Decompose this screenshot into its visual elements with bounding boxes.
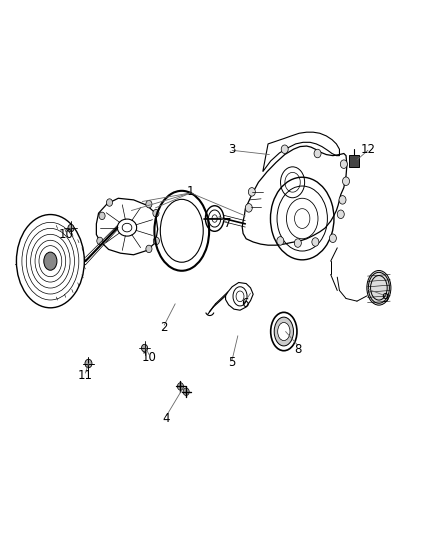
Text: 11: 11 — [78, 369, 93, 382]
Circle shape — [314, 149, 321, 158]
Text: 4: 4 — [162, 412, 170, 425]
Text: 3: 3 — [229, 143, 236, 156]
Text: 8: 8 — [294, 343, 301, 356]
Ellipse shape — [367, 271, 391, 305]
Text: 9: 9 — [381, 292, 389, 305]
Circle shape — [153, 237, 159, 245]
Circle shape — [146, 245, 152, 253]
Text: 7: 7 — [224, 217, 232, 230]
Text: 10: 10 — [58, 228, 73, 241]
Circle shape — [97, 237, 103, 245]
Circle shape — [183, 388, 189, 395]
Ellipse shape — [278, 322, 290, 341]
Circle shape — [99, 212, 105, 220]
Bar — [349, 155, 359, 167]
Circle shape — [312, 238, 319, 246]
Circle shape — [277, 237, 284, 245]
Ellipse shape — [44, 252, 57, 270]
Circle shape — [343, 177, 350, 185]
Circle shape — [153, 209, 159, 217]
Circle shape — [106, 199, 113, 206]
Text: 12: 12 — [360, 143, 375, 156]
Text: 1: 1 — [187, 185, 194, 198]
Text: 6: 6 — [241, 297, 249, 310]
Circle shape — [337, 210, 344, 219]
Circle shape — [339, 196, 346, 204]
Circle shape — [329, 234, 336, 243]
Text: 2: 2 — [160, 321, 168, 334]
Circle shape — [340, 160, 347, 168]
Text: 10: 10 — [141, 351, 156, 364]
Circle shape — [281, 145, 288, 154]
Circle shape — [294, 239, 301, 247]
Circle shape — [68, 224, 74, 232]
Circle shape — [141, 344, 148, 352]
Circle shape — [177, 383, 184, 390]
Circle shape — [146, 200, 152, 208]
Circle shape — [85, 359, 92, 368]
Circle shape — [245, 204, 252, 212]
Text: 5: 5 — [229, 356, 236, 369]
Circle shape — [248, 188, 255, 196]
Ellipse shape — [274, 317, 293, 346]
